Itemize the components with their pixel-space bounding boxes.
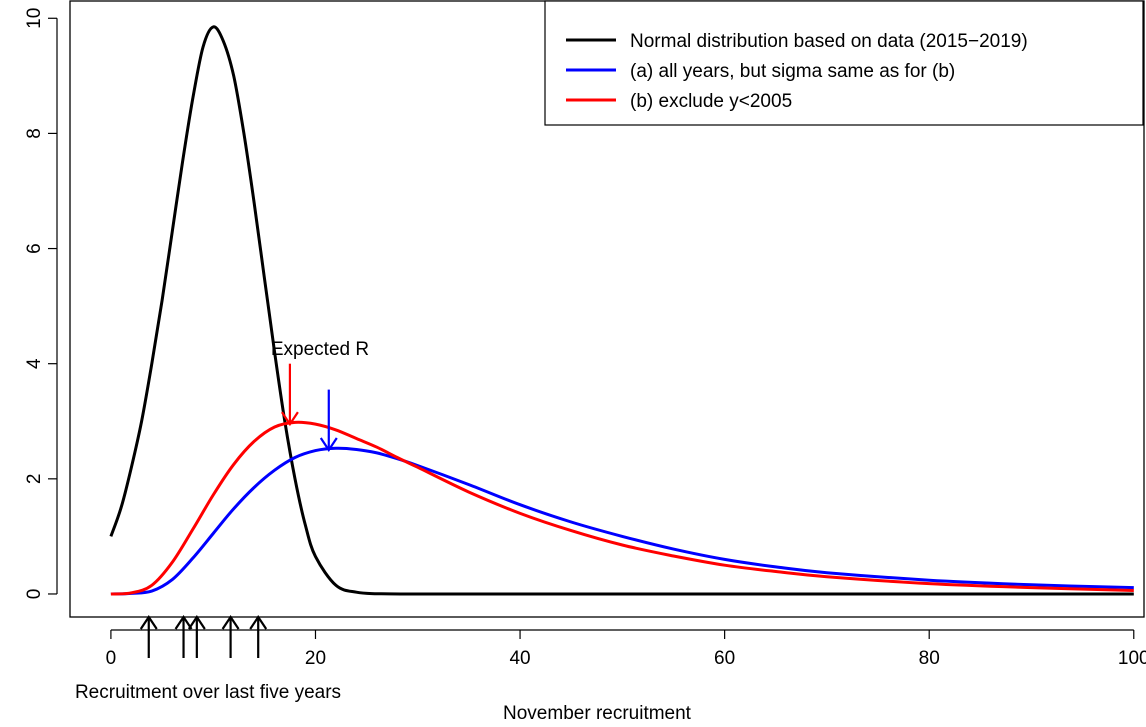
y-tick-label: 6	[24, 243, 45, 254]
expected-arrow-head	[319, 437, 338, 453]
x-tick-label: 0	[106, 648, 117, 669]
x-axis-title: November recruitment	[503, 703, 692, 724]
y-tick-label: 2	[24, 474, 45, 485]
y-tick-label: 4	[24, 358, 45, 369]
legend-label-normal: Normal distribution based on data (2015−…	[630, 31, 1028, 52]
x-tick-label: 60	[714, 648, 735, 669]
legend: Normal distribution based on data (2015−…	[544, 0, 1144, 126]
x-axis: 0 20 40 60 80 100	[106, 629, 1146, 669]
legend-label-a: (a) all years, but sigma same as for (b)	[630, 61, 955, 82]
recruitment-arrow-head	[139, 615, 158, 630]
y-tick-label: 10	[24, 8, 45, 29]
series-line-a	[110, 446, 1134, 596]
x-tick-label: 40	[509, 648, 530, 669]
y-tick-label: 8	[24, 128, 45, 139]
legend-box	[544, 0, 1144, 126]
recruitment-arrow-head	[249, 615, 268, 630]
recruitment-arrow-head	[187, 615, 206, 630]
expected-r-label: Expected R	[271, 339, 369, 360]
series-line-b	[110, 420, 1134, 596]
series-line-normal	[109, 25, 1134, 596]
recruitment-arrow-head	[221, 615, 240, 630]
recruitment-arrow-head	[174, 615, 193, 630]
x-tick-label: 80	[919, 648, 940, 669]
recruitment-label: Recruitment over last five years	[75, 682, 341, 703]
x-tick-label: 20	[305, 648, 326, 669]
expected-arrow-head	[280, 411, 299, 427]
series-layer	[109, 25, 1134, 596]
y-tick-label: 0	[24, 589, 45, 600]
y-axis: 0 2 4 6 8 10	[24, 8, 58, 600]
legend-label-b: (b) exclude y<2005	[630, 91, 792, 112]
annotation-layer	[139, 363, 338, 658]
x-tick-label: 100	[1118, 648, 1146, 669]
